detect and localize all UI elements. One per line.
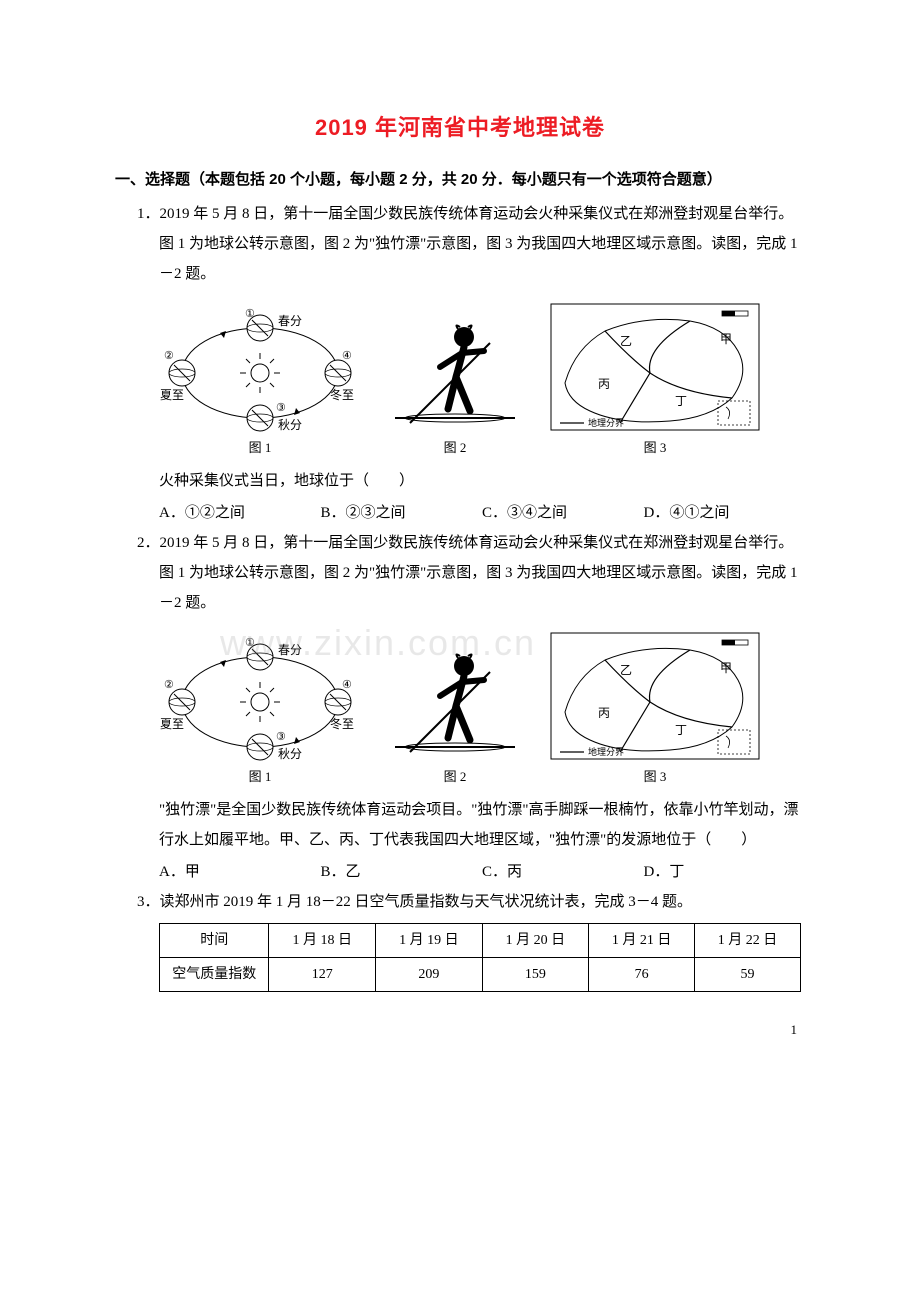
q2-opt-d: D．丁: [644, 857, 806, 887]
q1-opt-c: C．③④之间: [482, 498, 644, 528]
q2-stem: 2．2019 年 5 月 8 日，第十一届全国少数民族传统体育运动会火种采集仪式…: [115, 528, 805, 618]
td-0-5: 59: [695, 957, 801, 991]
caption-1b: 图 1: [249, 766, 272, 785]
label-bing: 丙: [598, 377, 610, 391]
china-regions-map: 甲 乙 丙 丁 地理分界: [550, 303, 760, 433]
th-0: 时间: [160, 923, 269, 957]
legend-text: 地理分界: [588, 417, 624, 428]
th-1: 1 月 18 日: [269, 923, 376, 957]
figure-2b: 图 2: [390, 632, 520, 785]
q1-opt-b: B．②③之间: [321, 498, 483, 528]
figure-3: 甲 乙 丙 丁 地理分界 图 3: [550, 303, 760, 456]
figure-2: 图 2: [390, 303, 520, 456]
svg-text:冬至: 冬至: [330, 716, 354, 731]
exam-title: 2019 年河南省中考地理试卷: [115, 110, 805, 142]
label-chunfen: 春分: [278, 314, 302, 328]
caption-3: 图 3: [644, 437, 667, 456]
td-0-3: 159: [482, 957, 589, 991]
caption-2: 图 2: [444, 437, 467, 456]
china-regions-map-2: 甲 乙 丙 丁 地理分界: [550, 632, 760, 762]
orbit-num-3: ③: [276, 402, 286, 414]
table-header-row: 时间 1 月 18 日 1 月 19 日 1 月 20 日 1 月 21 日 1…: [160, 923, 801, 957]
q1-sub: 火种采集仪式当日，地球位于（ ）: [115, 466, 805, 496]
svg-text:③: ③: [276, 731, 286, 743]
q1-opt-d: D．④①之间: [644, 498, 806, 528]
q2-opt-a: A．甲: [159, 857, 321, 887]
label-xiazhi: 夏至: [160, 388, 184, 402]
svg-text:春分: 春分: [278, 643, 302, 657]
svg-text:乙: 乙: [620, 663, 632, 677]
label-yi: 乙: [620, 334, 632, 348]
caption-2b: 图 2: [444, 766, 467, 785]
caption-3b: 图 3: [644, 766, 667, 785]
caption-1: 图 1: [249, 437, 272, 456]
td-0-4: 76: [589, 957, 695, 991]
q3-stem: 3．读郑州市 2019 年 1 月 18－22 日空气质量指数与天气状况统计表，…: [115, 887, 805, 917]
label-ding: 丁: [675, 394, 687, 408]
svg-text:秋分: 秋分: [278, 747, 302, 761]
label-jia: 甲: [720, 332, 732, 346]
th-3: 1 月 20 日: [482, 923, 589, 957]
label-dongzhi: 冬至: [330, 387, 354, 402]
th-5: 1 月 22 日: [695, 923, 801, 957]
svg-text:地理分界: 地理分界: [588, 746, 624, 757]
figure-1b: ① ② ③ ④ 春分 夏至 秋分 冬至 图 1: [160, 632, 360, 785]
orbit-num-1: ①: [245, 308, 255, 320]
orbit-num-2: ②: [164, 350, 174, 362]
svg-text:④: ④: [342, 679, 352, 691]
q1-stem: 1．2019 年 5 月 8 日，第十一届全国少数民族传统体育运动会火种采集仪式…: [115, 199, 805, 289]
figure-row-1: ① ② ③ ④ 春分 夏至 秋分 冬至 图 1: [115, 303, 805, 456]
figure-row-2: ① ② ③ ④ 春分 夏至 秋分 冬至 图 1 图 2: [115, 632, 805, 785]
td-0-0: 空气质量指数: [160, 957, 269, 991]
figure-3b: 甲 乙 丙 丁 地理分界 图 3: [550, 632, 760, 785]
earth-orbit-diagram-2: ① ② ③ ④ 春分 夏至 秋分 冬至: [160, 632, 360, 762]
td-0-2: 209: [376, 957, 483, 991]
page-number: 1: [115, 992, 805, 1038]
q1-options: A．①②之间 B．②③之间 C．③④之间 D．④①之间: [115, 498, 805, 528]
page: 2019 年河南省中考地理试卷 一、选择题（本题包括 20 个小题，每小题 2 …: [0, 0, 920, 1078]
section-header: 一、选择题（本题包括 20 个小题，每小题 2 分，共 20 分．每小题只有一个…: [115, 166, 805, 195]
svg-text:夏至: 夏至: [160, 717, 184, 731]
q1-opt-a: A．①②之间: [159, 498, 321, 528]
th-4: 1 月 21 日: [589, 923, 695, 957]
svg-text:丙: 丙: [598, 706, 610, 720]
bamboo-drift-icon: [390, 303, 520, 433]
label-qiufen: 秋分: [278, 418, 302, 432]
bamboo-drift-icon-2: [390, 632, 520, 762]
orbit-num-4: ④: [342, 350, 352, 362]
table-row: 空气质量指数 127 209 159 76 59: [160, 957, 801, 991]
q2-opt-c: C．丙: [482, 857, 644, 887]
svg-text:甲: 甲: [720, 661, 732, 675]
th-2: 1 月 19 日: [376, 923, 483, 957]
figure-1: ① ② ③ ④ 春分 夏至 秋分 冬至 图 1: [160, 303, 360, 456]
q2-options: A．甲 B．乙 C．丙 D．丁: [115, 857, 805, 887]
svg-text:①: ①: [245, 637, 255, 649]
td-0-1: 127: [269, 957, 376, 991]
earth-orbit-diagram: ① ② ③ ④ 春分 夏至 秋分 冬至: [160, 303, 360, 433]
q2-opt-b: B．乙: [321, 857, 483, 887]
q2-sub: "独竹漂"是全国少数民族传统体育运动会项目。"独竹漂"高手脚踩一根楠竹，依靠小竹…: [115, 795, 805, 855]
svg-text:丁: 丁: [675, 723, 687, 737]
aqi-table: 时间 1 月 18 日 1 月 19 日 1 月 20 日 1 月 21 日 1…: [159, 923, 801, 992]
svg-text:②: ②: [164, 679, 174, 691]
